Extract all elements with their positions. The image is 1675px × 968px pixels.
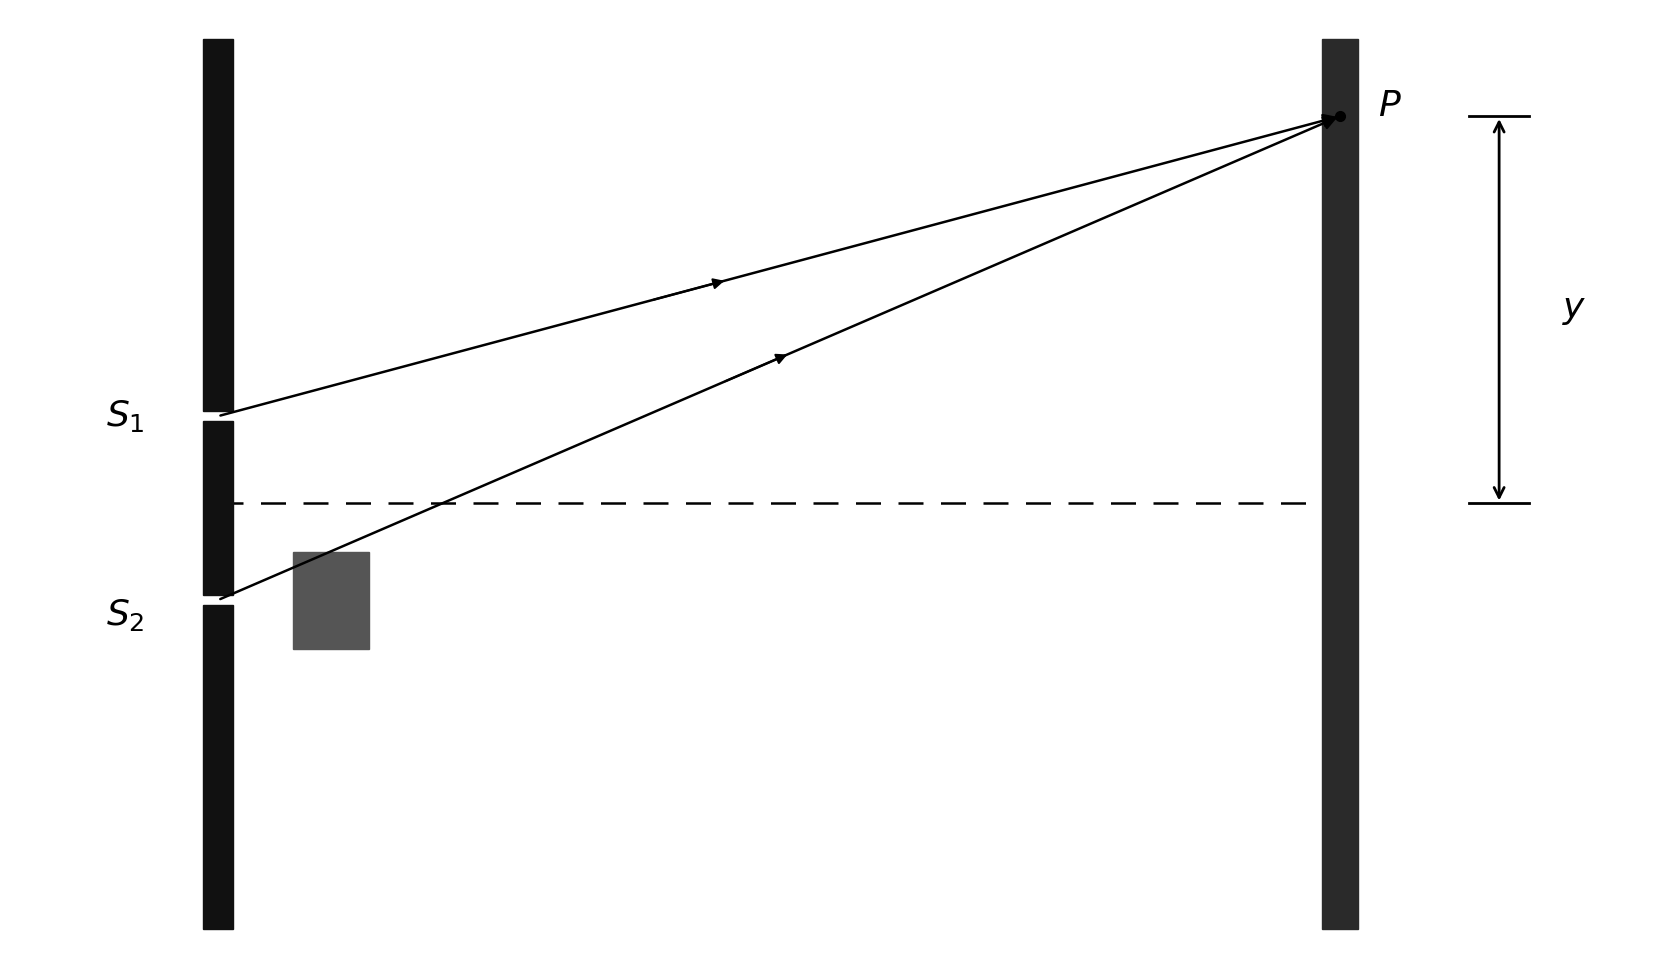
Bar (203, 605, 233, 929)
Text: $P$: $P$ (1379, 89, 1402, 124)
Text: $S_1$: $S_1$ (106, 398, 146, 435)
Text: $y$: $y$ (1563, 292, 1586, 327)
Bar (203, 421, 233, 595)
Bar (1322, 39, 1358, 929)
Bar (203, 39, 233, 411)
Text: $S_2$: $S_2$ (106, 596, 146, 633)
Bar (293, 552, 368, 649)
